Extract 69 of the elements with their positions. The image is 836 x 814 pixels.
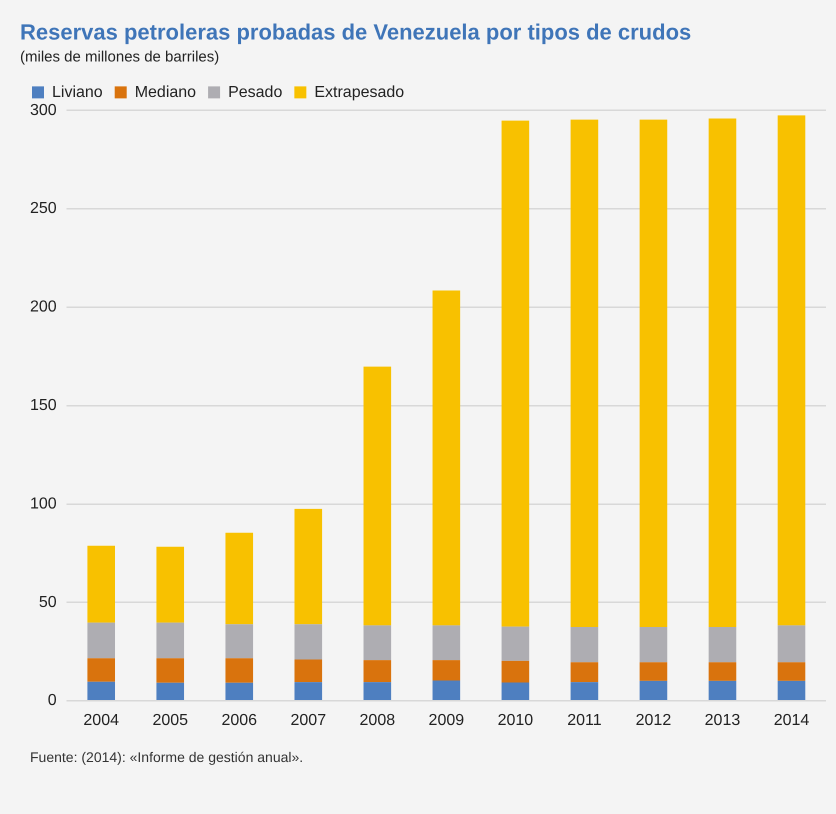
- bar: [708, 680, 736, 700]
- source-note: Fuente: (2014): «Informe de gestión anual».: [30, 748, 304, 767]
- bar: [502, 626, 530, 661]
- x-tick-label: 2007: [290, 712, 326, 729]
- y-tick-label: 50: [38, 594, 57, 611]
- bar: [87, 658, 116, 682]
- bar: [364, 660, 392, 682]
- bar: [294, 624, 322, 660]
- x-tick-label: 2004: [83, 712, 120, 729]
- bar: [364, 366, 392, 626]
- x-tick-label: 2012: [636, 712, 672, 729]
- bar: [225, 624, 254, 658]
- bar: [502, 682, 530, 700]
- bar: [364, 682, 392, 700]
- bar: [294, 659, 322, 682]
- bar: [156, 682, 184, 700]
- x-tick-label: 2006: [221, 712, 258, 729]
- chart-title: Reservas petroleras probadas de Venezuela por tipos de crudos: [20, 19, 692, 44]
- x-tick-label: 2014: [774, 712, 810, 729]
- legend-label: Extrapesado: [314, 84, 404, 101]
- bar: [778, 625, 806, 662]
- bar: [87, 546, 116, 623]
- bar: [708, 627, 736, 662]
- y-tick-label: 250: [30, 200, 57, 218]
- bar: [640, 662, 668, 681]
- legend-label: Mediano: [134, 84, 196, 101]
- bar: [294, 682, 322, 700]
- bar: [156, 622, 184, 658]
- bar: [432, 680, 460, 700]
- bar: [778, 680, 806, 700]
- x-tick-label: 2011: [567, 712, 602, 729]
- x-tick-label: 2005: [152, 712, 188, 729]
- bar: [640, 627, 668, 662]
- y-tick-label: 300: [30, 102, 57, 119]
- x-tick-label: 2013: [704, 712, 740, 729]
- bar: [225, 532, 254, 624]
- y-tick-label: 150: [30, 397, 57, 414]
- bar: [432, 625, 460, 660]
- bar: [570, 120, 598, 627]
- bar: [225, 658, 254, 683]
- bar: [87, 622, 116, 658]
- bar: [432, 290, 460, 626]
- bar: [432, 660, 460, 681]
- bar: [87, 682, 116, 700]
- bar: [640, 120, 668, 627]
- y-tick-label: 0: [48, 692, 57, 710]
- bar: [156, 658, 184, 683]
- bar: [778, 115, 806, 626]
- bar: [502, 120, 530, 627]
- bar: [708, 662, 736, 681]
- chart-subtitle: (miles de millones de barriles): [20, 48, 220, 66]
- bar: [570, 662, 598, 682]
- y-tick-label: 100: [30, 495, 57, 512]
- bar: [778, 662, 806, 681]
- bar: [294, 508, 322, 624]
- x-tick-label: 2008: [360, 712, 396, 729]
- legend-label: Liviano: [52, 84, 103, 101]
- x-tick-label: 2010: [498, 712, 534, 729]
- bar: [570, 682, 598, 700]
- bar: [225, 682, 254, 700]
- x-tick-label: 2009: [428, 712, 464, 729]
- y-tick-label: 200: [30, 298, 57, 316]
- bar: [156, 546, 184, 623]
- bar: [640, 680, 668, 700]
- bar: [502, 660, 530, 682]
- legend-label: Pesado: [228, 84, 282, 101]
- bar: [708, 118, 736, 627]
- bar: [570, 627, 598, 662]
- bar: [364, 625, 392, 660]
